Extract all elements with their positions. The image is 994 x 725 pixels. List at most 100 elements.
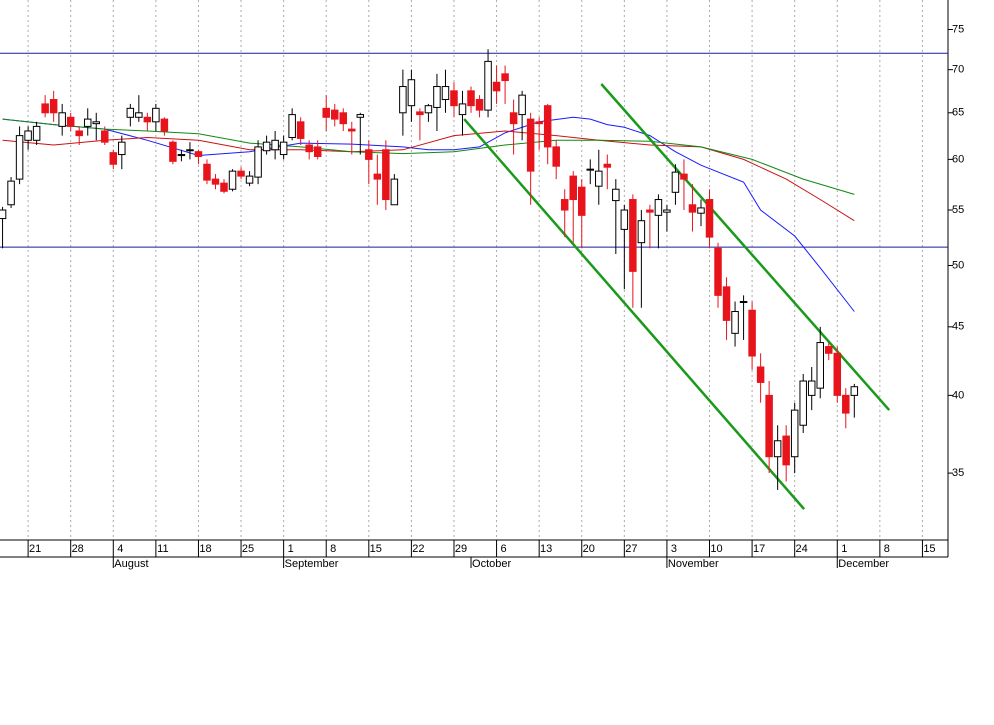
candle-body — [509, 112, 518, 125]
candle-body — [296, 121, 305, 139]
month-label: September — [285, 558, 339, 570]
candle-body — [109, 152, 118, 165]
month-label: October — [472, 558, 511, 570]
candle-body — [629, 199, 637, 272]
x-tick-label: 6 — [501, 543, 507, 555]
candle-body — [603, 163, 612, 168]
candle-body — [279, 141, 288, 156]
candle-body — [577, 186, 586, 216]
candle-body — [807, 380, 816, 396]
candle-body — [271, 139, 279, 151]
candle-body — [560, 199, 569, 211]
candle-body — [663, 209, 671, 213]
candle-body — [237, 170, 245, 177]
candle-body — [526, 118, 535, 172]
candle-body — [467, 90, 475, 107]
candle-body — [458, 103, 467, 116]
candle-body — [322, 107, 330, 118]
month-label: November — [668, 558, 719, 570]
candle-body — [705, 199, 714, 238]
y-tick-label: 60 — [952, 153, 964, 165]
y-tick-label: 45 — [952, 321, 964, 333]
candle-body — [83, 118, 92, 127]
x-tick-label: 29 — [455, 543, 467, 555]
candle-body — [194, 151, 203, 157]
candle-body — [484, 60, 492, 111]
candle-body — [842, 394, 850, 414]
candle-body — [671, 171, 680, 193]
candle-body — [433, 86, 441, 108]
candle-body — [475, 99, 484, 111]
candle-body — [501, 73, 509, 82]
x-tick-label: 8 — [330, 543, 336, 555]
candle-body — [288, 114, 296, 138]
candle-body — [697, 207, 705, 214]
candle-body — [348, 128, 356, 132]
x-tick-label: 22 — [412, 543, 424, 555]
candle-body — [330, 109, 339, 120]
x-tick-label: 28 — [72, 543, 84, 555]
y-tick-label: 35 — [952, 467, 964, 479]
y-tick-label: 50 — [952, 259, 964, 271]
candle-body — [722, 286, 731, 321]
trend-line — [463, 118, 806, 510]
x-tick-label: 1 — [841, 543, 847, 555]
x-tick-label: 13 — [540, 543, 552, 555]
candle-body — [160, 118, 169, 132]
x-tick-label: 3 — [671, 543, 677, 555]
candle-body — [450, 90, 458, 107]
x-tick-label: 15 — [923, 543, 935, 555]
candle-body — [356, 114, 365, 118]
candle-body — [492, 81, 501, 92]
candle-body — [15, 135, 24, 180]
x-tick-label: 4 — [117, 543, 123, 555]
candle-body — [390, 178, 399, 206]
candle-body — [765, 394, 773, 458]
candle-body — [543, 105, 552, 148]
candle-body — [24, 130, 32, 141]
candle-body — [339, 112, 348, 125]
candle-body — [228, 170, 237, 190]
candle-body — [424, 105, 433, 114]
x-tick-label: 18 — [199, 543, 211, 555]
candle-body — [365, 149, 373, 160]
x-tick-label: 1 — [288, 543, 294, 555]
candle-body — [203, 163, 211, 181]
candle-body — [32, 125, 41, 141]
candle-body — [169, 141, 177, 162]
x-tick-label: 20 — [583, 543, 595, 555]
x-tick-label: 24 — [796, 543, 808, 555]
candle-body — [518, 94, 526, 116]
trend-line — [600, 83, 891, 411]
candle-body — [416, 111, 424, 116]
candle-body — [0, 209, 7, 220]
candle-body — [595, 170, 603, 187]
candle-body — [186, 149, 194, 152]
candle-body — [782, 435, 790, 466]
month-label: December — [838, 558, 889, 570]
candle-body — [739, 301, 748, 304]
candle-body — [586, 168, 595, 171]
candle-body — [382, 149, 390, 201]
candle-body — [535, 121, 543, 125]
x-tick-label: 27 — [625, 543, 637, 555]
candle-body — [799, 380, 807, 426]
x-tick-label: 25 — [242, 543, 254, 555]
candle-body — [850, 386, 859, 396]
candle-body — [646, 209, 654, 213]
candle-body — [680, 173, 688, 180]
candle-body — [126, 107, 135, 118]
y-tick-label: 75 — [952, 23, 964, 35]
candle-body — [552, 146, 560, 167]
candle-body — [399, 86, 407, 114]
candle-body — [816, 342, 824, 389]
y-tick-label: 65 — [952, 107, 964, 119]
x-tick-label: 21 — [29, 543, 41, 555]
candle-body — [313, 146, 322, 157]
candle-body — [407, 79, 416, 107]
y-tick-label: 70 — [952, 64, 964, 76]
moving-average — [2, 118, 855, 195]
candle-body — [211, 178, 220, 185]
candle-body — [152, 107, 160, 123]
